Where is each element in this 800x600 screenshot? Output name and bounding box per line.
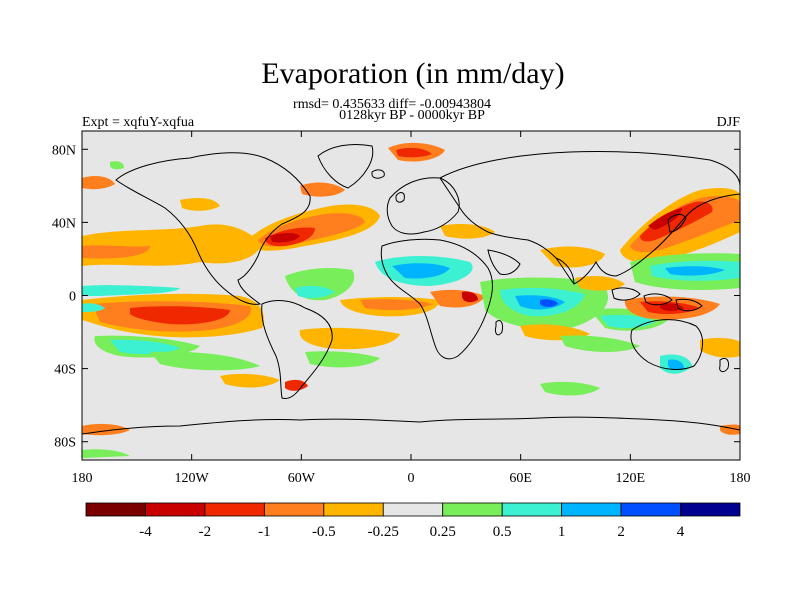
lat-tick-label: 40N	[52, 216, 76, 231]
season-label: DJF	[717, 115, 741, 130]
colorbar-label: -4	[139, 524, 152, 540]
lon-tick-label: 180	[730, 471, 751, 486]
colorbar-label: -2	[199, 524, 212, 540]
experiment-label: Expt = xqfuY-xqfua	[82, 115, 195, 130]
period-line: 0128kyr BP - 0000kyr BP	[339, 108, 485, 123]
colorbar-swatch	[501, 502, 563, 517]
colorbar-label: 0.5	[493, 524, 512, 540]
stats-line: rmsd= 0.435633 diff= -0.00943804	[293, 97, 491, 112]
colorbar-label: 0.25	[430, 524, 456, 540]
colorbar-swatch	[561, 502, 622, 517]
colorbar-swatch	[620, 502, 681, 517]
colorbar-swatch	[680, 502, 741, 517]
colorbar-swatch	[85, 502, 146, 517]
colorbar-swatch	[382, 502, 444, 517]
lat-tick-label: 0	[69, 290, 76, 305]
lat-tick-label: 40S	[54, 363, 76, 378]
colorbar-label: 2	[617, 524, 625, 540]
lon-tick-label: 120E	[616, 471, 646, 486]
lon-tick-label: 60E	[509, 471, 532, 486]
colorbar-swatch	[442, 502, 503, 517]
map-panel: 80N 40N 0 40S 80S 180 120W 60W 0 60E 120E 180	[52, 130, 751, 486]
lon-tick-label: 180	[72, 471, 93, 486]
colorbar-label: 4	[677, 524, 685, 540]
longitude-axis: 180 120W 60W 0 60E 120E 180	[72, 131, 751, 486]
lat-tick-label: 80S	[54, 436, 76, 451]
lon-tick-label: 60W	[288, 471, 316, 486]
colorbar-label: -0.25	[368, 524, 399, 540]
colorbar-swatch	[323, 502, 384, 517]
map-title: Evaporation (in mm/day)	[261, 57, 564, 90]
anomaly-fields	[82, 142, 740, 458]
lon-tick-label: 120W	[175, 471, 210, 486]
colorbar-swatch	[263, 502, 325, 517]
colorbar-label: 1	[558, 524, 566, 540]
colorbar-label: -1	[258, 524, 271, 540]
coastlines	[82, 143, 740, 435]
colorbar-swatch	[145, 502, 206, 517]
colorbar-label: -0.5	[312, 524, 336, 540]
lat-tick-label: 80N	[52, 143, 76, 158]
lon-tick-label: 0	[408, 471, 415, 486]
latitude-axis: 80N 40N 0 40S 80S	[52, 143, 740, 451]
colorbar: -4 -2 -1 -0.5 -0.25 0.25 0.5 1 2 4	[85, 502, 741, 540]
colorbar-swatch	[204, 502, 265, 517]
